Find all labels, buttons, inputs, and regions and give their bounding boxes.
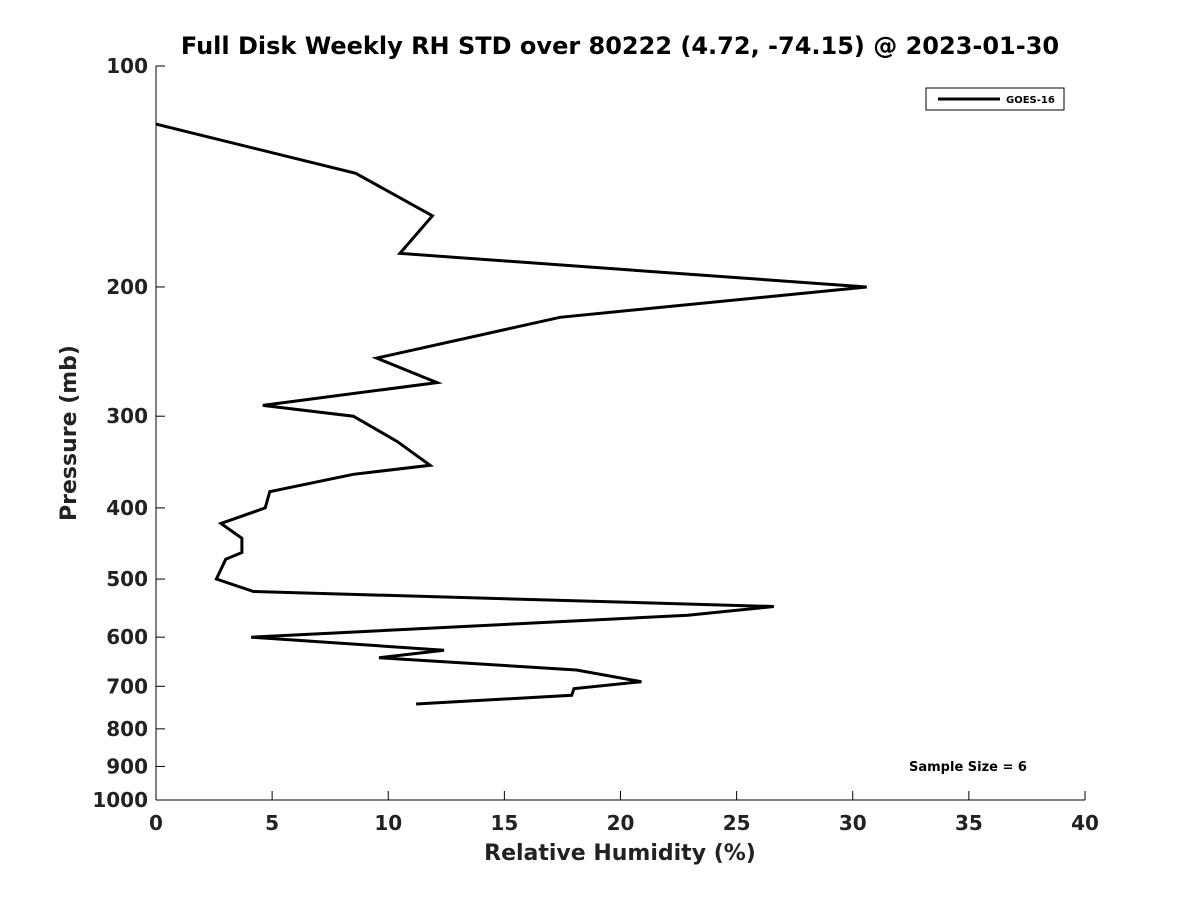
- x-tick-label: 5: [265, 811, 279, 835]
- legend-entry: GOES-16: [1006, 95, 1055, 106]
- y-tick-label: 900: [106, 754, 148, 778]
- legend: GOES-16: [925, 87, 1065, 111]
- y-tick-label: 800: [106, 717, 148, 741]
- x-tick-label: 20: [607, 811, 635, 835]
- y-tick-label: 300: [106, 404, 148, 428]
- x-tick-label: 10: [374, 811, 402, 835]
- y-tick-label: 100: [106, 54, 148, 78]
- sample-size-annotation: Sample Size = 6: [909, 760, 1027, 775]
- x-tick-label: 40: [1071, 811, 1099, 835]
- x-tick-label: 15: [490, 811, 518, 835]
- y-tick-label: 500: [106, 567, 148, 591]
- chart-title: Full Disk Weekly RH STD over 80222 (4.72…: [181, 32, 1059, 60]
- y-tick-label: 600: [106, 625, 148, 649]
- x-tick-label: 0: [149, 811, 163, 835]
- series-line-goes-16: [155, 122, 867, 706]
- x-tick-label: 35: [955, 811, 983, 835]
- y-tick-label: 700: [106, 674, 148, 698]
- x-tick-label: 30: [839, 811, 867, 835]
- plot-area: 0 5 10 15 20 25 30 35 40 100 200 300 400 500 600 700 800…: [92, 54, 1099, 835]
- x-axis-label: Relative Humidity (%): [484, 841, 756, 866]
- y-tick-label: 200: [106, 275, 148, 299]
- x-tick-label: 25: [723, 811, 751, 835]
- y-tick-label: 400: [106, 496, 148, 520]
- y-tick-label: 1000: [92, 788, 148, 812]
- y-axis-label: Pressure (mb): [57, 345, 82, 521]
